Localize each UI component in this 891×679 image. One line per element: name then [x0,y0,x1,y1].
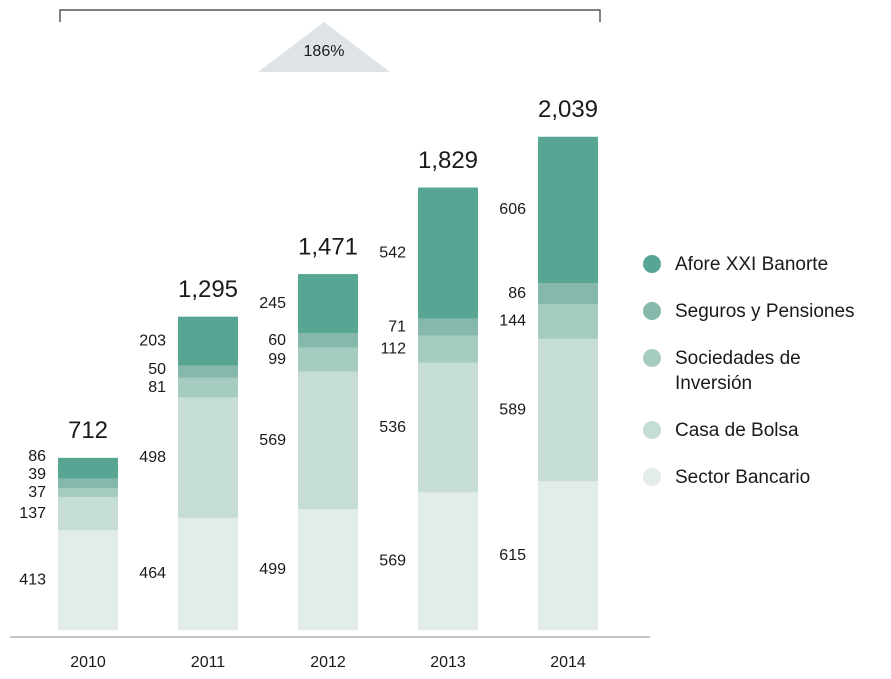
value-label: 606 [499,201,526,218]
bar-segment [58,530,118,630]
bar-segment [298,509,358,630]
bar-segment [298,333,358,348]
total-label: 1,829 [418,147,478,174]
legend-swatch [643,302,661,320]
value-label: 39 [28,466,46,483]
bar-segment [538,338,598,482]
value-label: 81 [148,379,166,396]
value-label: 569 [379,552,406,569]
value-label: 569 [259,432,286,449]
bar-segment [178,365,238,378]
bar-segment [418,492,478,630]
x-tick-label: 2011 [191,654,226,671]
bar-segment [418,362,478,493]
value-label: 498 [139,449,166,466]
value-label: 37 [28,484,46,501]
value-label: 245 [259,295,286,312]
bar-segment [178,397,238,518]
bar-segment [538,481,598,630]
value-label: 99 [268,351,286,368]
bar-segment [58,488,118,498]
legend-label: Seguros y Pensiones [675,301,855,322]
bar-segment [418,187,478,319]
bar-segment [538,136,598,284]
x-tick-label: 2010 [70,654,106,671]
legend-item: Seguros y Pensiones [640,299,870,324]
value-label: 60 [268,332,286,349]
legend-label: Casa de Bolsa [675,420,799,441]
bar-segment [298,274,358,334]
legend-item: Afore XXI Banorte [640,252,870,277]
bar-segment [538,304,598,339]
total-label: 2,039 [538,96,598,123]
x-tick-label: 2012 [310,654,346,671]
bar-segment [58,457,118,479]
legend-swatch [643,421,661,439]
value-label: 50 [148,361,166,378]
value-label: 86 [508,285,526,302]
legend-label: Sector Bancario [675,467,811,488]
value-label: 499 [259,561,286,578]
value-label: 112 [380,341,406,358]
legend-swatch [643,468,661,486]
value-label: 413 [19,571,46,588]
bar-segment [178,316,238,366]
growth-arrow [258,22,390,72]
value-label: 203 [139,332,166,349]
legend-swatch [643,349,661,367]
legend-item: Sector Bancario [640,465,870,490]
bar-segment [58,478,118,489]
value-label: 589 [499,401,526,418]
x-tick-label: 2014 [550,654,586,671]
total-label: 712 [68,417,108,444]
value-label: 71 [388,318,406,335]
bar-segment [298,371,358,510]
total-label: 1,471 [298,233,358,260]
legend-item: Casa de Bolsa [640,418,870,443]
legend: Afore XXI Banorte Seguros y Pensiones Soci… [640,252,870,512]
bar-segment [418,335,478,363]
value-label: 137 [19,505,46,522]
bar-segment [418,318,478,336]
x-tick-label: 2013 [430,654,466,671]
bar-segment [298,347,358,372]
legend-swatch [643,255,661,273]
bar-segment [58,497,118,531]
value-label: 536 [379,419,406,436]
value-label: 86 [28,448,46,465]
bar-segment [178,377,238,398]
growth-bracket [59,9,601,22]
bar-segment [178,517,238,630]
bar-segment [538,283,598,305]
legend-label: Sociedades de Inversión [675,348,801,394]
legend-label: Afore XXI Banorte [675,254,829,275]
legend-item: Sociedades de Inversión [640,346,870,396]
value-label: 464 [139,565,166,582]
value-label: 615 [499,547,526,564]
total-label: 1,295 [178,276,238,303]
value-label: 144 [499,313,526,330]
value-label: 542 [379,244,406,261]
growth-label: 186% [304,43,345,60]
